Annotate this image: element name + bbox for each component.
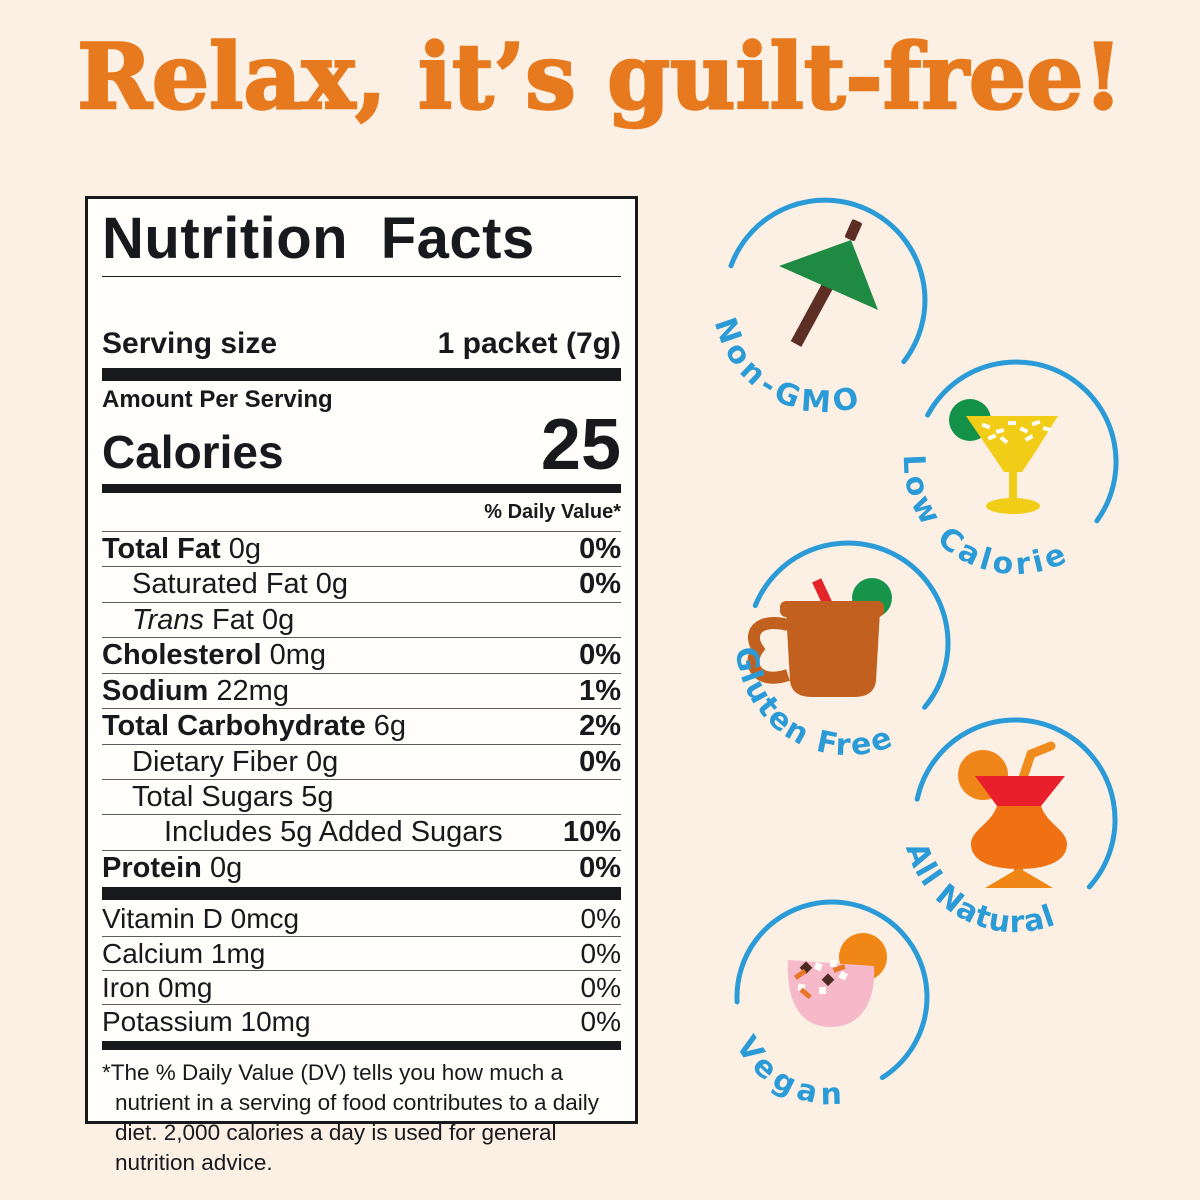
divider-medium	[102, 483, 621, 493]
badge-circle-arc	[752, 540, 951, 710]
vitamin-name: Potassium 10mg	[102, 1006, 311, 1038]
nutrition-facts-label: Nutrition Facts Serving size 1 packet (7…	[85, 196, 638, 1175]
vitamin-name: Calcium 1mg	[102, 937, 266, 969]
nutrient-row: Total Fat 0g 0%	[102, 530, 621, 566]
badge-low-calorie: Low Calorie	[896, 359, 1119, 583]
nutrient-dv: 0%	[579, 745, 621, 778]
nutrient-name: Cholesterol 0mg	[102, 639, 327, 672]
calories-label: Calories	[102, 425, 284, 478]
daily-value-header: % Daily Value*	[484, 500, 621, 523]
nutrient-dv: 10%	[562, 816, 621, 849]
badge-circle-arc	[925, 359, 1119, 524]
calories-value: 25	[540, 404, 621, 485]
nutrient-row: Sodium 22mg 1%	[102, 672, 621, 708]
nutrient-name: Protein 0g	[102, 851, 243, 884]
vitamin-dv: 0%	[580, 903, 621, 935]
nutrient-name: Total Sugars 5g	[132, 780, 334, 813]
nutrient-row: Saturated Fat 0g 0%	[102, 566, 621, 601]
nutrient-row: Cholesterol 0mg 0%	[102, 637, 621, 672]
badge-circle-arc	[734, 899, 930, 1081]
nutrient-name: Sodium 22mg	[102, 674, 289, 707]
badge-vegan: Vegan	[729, 899, 930, 1112]
calories-row: Calories 25	[102, 404, 621, 485]
divider-medium	[102, 1040, 621, 1050]
vitamin-row: Iron 0mg 0%	[102, 970, 621, 1004]
nutrient-dv: 2%	[579, 710, 621, 743]
vitamin-dv: 0%	[580, 972, 621, 1004]
badge-gluten-free: Gluten Free	[727, 540, 951, 763]
nutrient-row: Total Sugars 5g	[102, 778, 621, 814]
cocktail-umbrella-icon	[779, 219, 878, 347]
nutrient-row: Total Carbohydrate 6g 2%	[102, 708, 621, 743]
badge-circle-arc	[728, 197, 928, 365]
badge-label: Non-GMO	[707, 313, 867, 421]
tropical-drink-icon	[958, 741, 1067, 888]
rocks-glass-icon	[787, 933, 887, 1027]
vitamin-dv: 0%	[580, 1006, 621, 1038]
nutrition-facts-heading: Nutrition Facts	[102, 208, 621, 277]
nutrient-row: Protein 0g 0%	[102, 849, 621, 885]
nutrient-name: Total Carbohydrate 6g	[102, 710, 407, 743]
mule-mug-icon	[747, 578, 892, 697]
nutrient-dv: 0%	[579, 639, 621, 672]
nutrient-name: Saturated Fat 0g	[132, 568, 349, 601]
divider-thick	[102, 367, 621, 381]
nutrient-dv: 0%	[579, 568, 621, 601]
serving-size-value: 1 packet (7g)	[437, 326, 621, 360]
vitamin-name: Iron 0mg	[102, 972, 213, 1004]
vitamin-name: Vitamin D 0mcg	[102, 903, 300, 935]
nutrient-row: Includes 5g Added Sugars 10%	[102, 814, 621, 849]
serving-size-label: Serving size	[102, 326, 278, 360]
nutrient-dv: 0%	[579, 532, 621, 565]
badge-circle-arc	[914, 717, 1118, 890]
badge-label: Vegan	[729, 1030, 849, 1112]
margarita-glass-icon	[949, 399, 1058, 514]
vitamin-row: Potassium 10mg 0%	[102, 1004, 621, 1038]
nutrient-dv: 1%	[579, 674, 621, 707]
serving-size-row: Serving size 1 packet (7g)	[102, 327, 621, 361]
vitamin-dv: 0%	[580, 937, 621, 969]
nutrient-name: Includes 5g Added Sugars	[164, 816, 503, 849]
vitamin-row: Calcium 1mg 0%	[102, 935, 621, 970]
nutrient-row: Trans Fat 0g	[102, 601, 621, 637]
nutrient-name: Total Fat 0g	[102, 532, 262, 565]
nutrient-row: Dietary Fiber 0g 0%	[102, 743, 621, 779]
nutrient-name: Trans Fat 0g	[132, 603, 295, 636]
daily-value-footnote: *The % Daily Value (DV) tells you how mu…	[102, 1059, 600, 1175]
divider-thick	[102, 887, 621, 901]
badge-non-gmo: Non-GMO	[707, 197, 928, 421]
amount-per-serving-label: Amount Per Serving	[102, 385, 333, 413]
vitamin-row: Vitamin D 0mcg 0%	[102, 902, 621, 935]
nutrient-name: Dietary Fiber 0g	[132, 745, 339, 778]
page-title: Relax, it’s guilt-free!	[76, 24, 1124, 130]
nutrient-dv: 0%	[579, 851, 621, 884]
badge-all-natural: All Natural	[898, 717, 1118, 940]
